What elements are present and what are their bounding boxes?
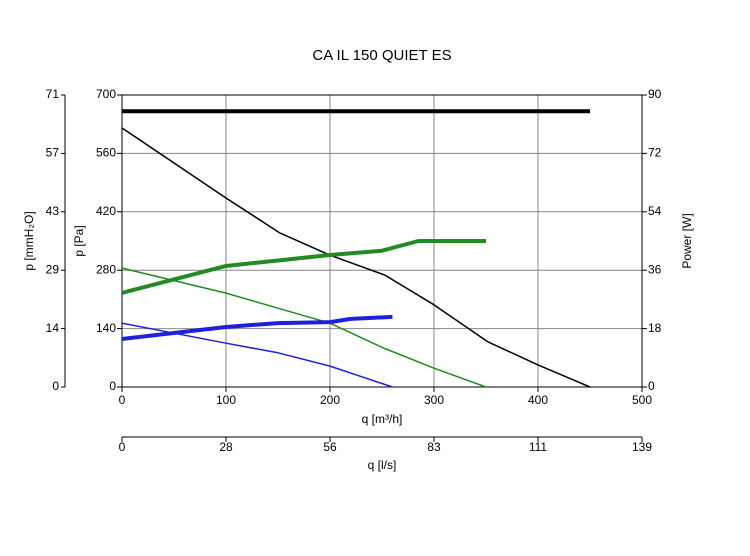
x-tick-label: 500	[632, 393, 652, 407]
y3-tick-label: 43	[46, 204, 60, 218]
x-tick-label: 100	[216, 393, 236, 407]
y-label: p [Pa]	[72, 225, 86, 256]
y-tick-label: 420	[96, 204, 116, 218]
x2-tick-label: 139	[632, 440, 652, 454]
y-tick-label: 140	[96, 321, 116, 335]
x2-tick-label: 111	[529, 440, 548, 454]
y3-tick-label: 14	[46, 321, 60, 335]
y-tick-label: 700	[96, 87, 116, 101]
y-tick-label: 560	[96, 146, 116, 160]
series-line	[121, 239, 486, 295]
y2-label: Power [W]	[680, 213, 694, 268]
y2-tick-label: 18	[648, 321, 662, 335]
y-tick-label: 280	[96, 262, 116, 276]
x2-tick-label: 83	[427, 440, 441, 454]
series-line	[121, 314, 393, 341]
x-label: q [m³/h]	[362, 412, 403, 426]
y2-tick-label: 72	[648, 146, 662, 160]
y2-tick-label: 0	[648, 379, 655, 393]
chart-title: CA IL 150 QUIET ES	[312, 47, 451, 64]
x-tick-label: 0	[119, 393, 126, 407]
x2-label: q [l/s]	[368, 458, 397, 472]
x-tick-label: 200	[320, 393, 340, 407]
plot-frame	[121, 94, 643, 388]
y3-tick-label: 71	[46, 87, 60, 101]
series-line	[121, 127, 591, 388]
y2-tick-label: 36	[648, 262, 662, 276]
y-tick-label: 0	[109, 379, 116, 393]
y2-tick-label: 90	[648, 87, 662, 101]
y2-tick-label: 54	[648, 204, 662, 218]
series-line	[121, 267, 487, 388]
y3-tick-label: 57	[46, 146, 60, 160]
x2-tick-label: 28	[219, 440, 233, 454]
x2-tick-label: 56	[323, 440, 337, 454]
y3-label: p [mmH₂O]	[22, 211, 36, 270]
y3-tick-label: 29	[46, 262, 60, 276]
x-tick-label: 400	[528, 393, 548, 407]
y3-tick-label: 0	[52, 379, 59, 393]
x-tick-label: 300	[424, 393, 444, 407]
series-line	[121, 322, 393, 388]
x2-tick-label: 0	[119, 440, 126, 454]
